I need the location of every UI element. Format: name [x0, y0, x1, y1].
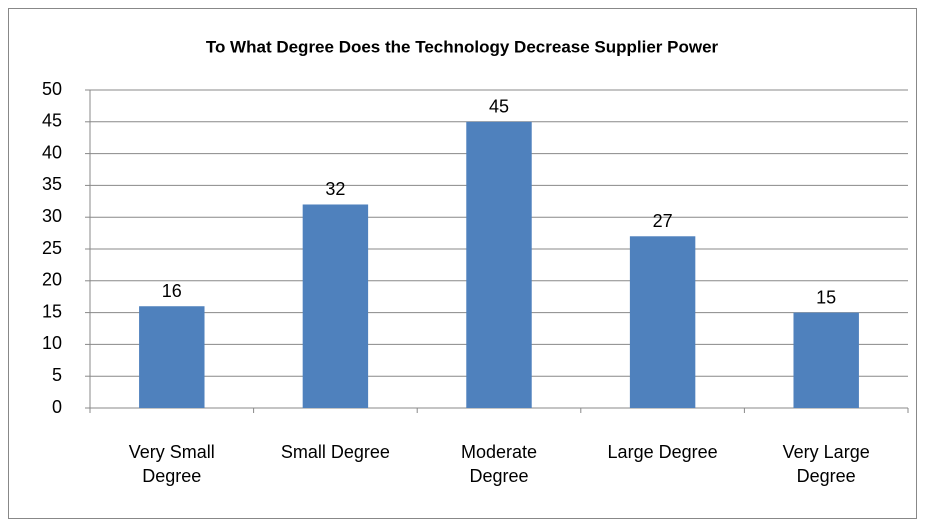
- x-tick-label: Large Degree: [607, 442, 718, 462]
- y-tick-label: 50: [42, 79, 62, 99]
- y-tick-label: 40: [42, 142, 62, 162]
- y-tick-label: 10: [42, 333, 62, 353]
- x-tick-label: Very Large Degree: [782, 442, 870, 486]
- y-tick-label: 20: [42, 270, 62, 290]
- y-tick-label: 30: [42, 206, 62, 226]
- x-tick-label: Moderate Degree: [460, 442, 538, 486]
- y-tick-label: 0: [52, 397, 62, 417]
- bar: [139, 306, 205, 408]
- data-label: 16: [162, 281, 182, 301]
- x-tick-label: Very Small Degree: [128, 442, 215, 486]
- y-tick-label: 35: [42, 174, 62, 194]
- chart-border: [8, 8, 917, 519]
- data-label: 15: [816, 287, 836, 307]
- data-label: 45: [489, 97, 509, 117]
- y-tick-label: 25: [42, 238, 62, 258]
- bar: [466, 121, 532, 409]
- x-tick-label: Small Degree: [280, 442, 390, 462]
- y-tick-label: 45: [42, 111, 62, 131]
- bar: [793, 312, 859, 408]
- bar: [302, 204, 369, 408]
- chart-title: To What Degree Does the Technology Decre…: [206, 37, 719, 56]
- bar: [629, 236, 696, 408]
- y-tick-label: 5: [52, 365, 62, 385]
- y-tick-label: 15: [42, 301, 62, 321]
- data-label: 27: [653, 211, 673, 231]
- data-label: 32: [325, 179, 345, 199]
